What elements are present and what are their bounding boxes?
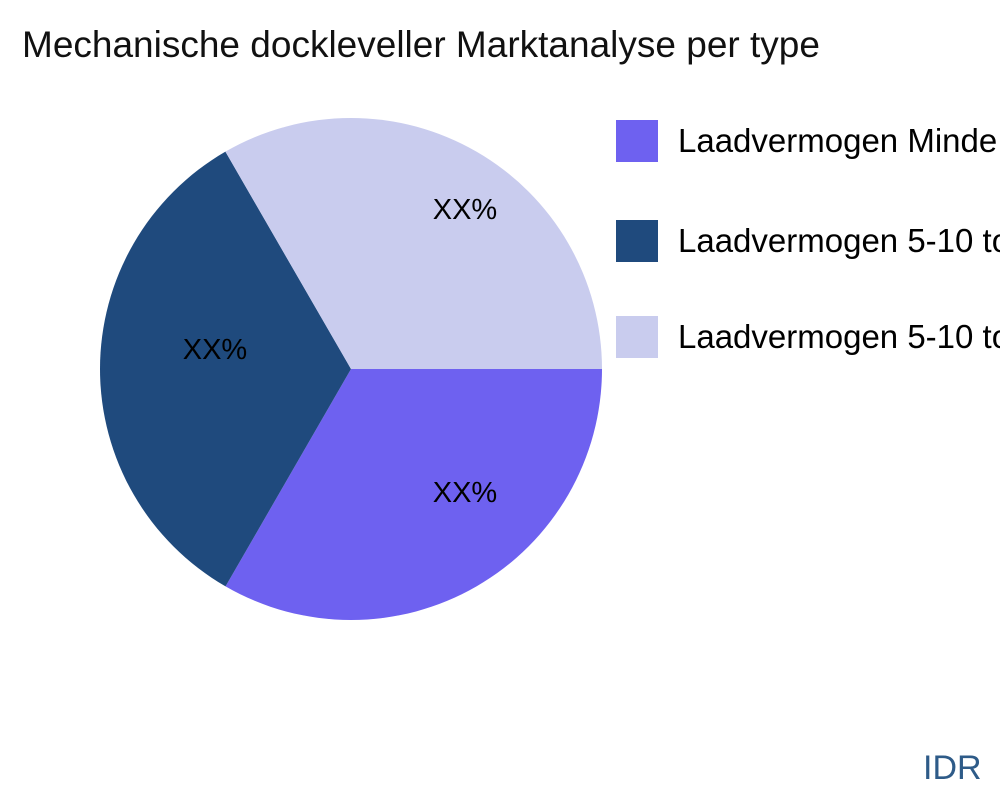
legend-label: Laadvermogen Minde — [678, 122, 998, 159]
legend-swatch — [616, 316, 658, 358]
pie-slice-1 — [99, 151, 351, 587]
legend-label: Laadvermogen 5-10 to — [678, 318, 1000, 355]
legend-item: Laadvermogen 5-10 to — [616, 220, 1000, 262]
pie-slice-label-0: XX% — [433, 477, 497, 509]
chart-title: Mechanische dockleveller Marktanalyse pe… — [22, 24, 820, 65]
legend-swatch — [616, 220, 658, 262]
legend-item: Laadvermogen 5-10 to — [616, 316, 1000, 358]
pie-slice-2 — [225, 117, 603, 369]
pie-slice-label-1: XX% — [183, 334, 247, 366]
legend: Laadvermogen Minde Laadvermogen 5-10 to … — [616, 120, 1000, 358]
legend-item: Laadvermogen Minde — [616, 120, 1000, 162]
legend-label: Laadvermogen 5-10 to — [678, 222, 1000, 259]
pie-slice-label-2: XX% — [433, 194, 497, 226]
pie-slice-0 — [225, 369, 602, 621]
legend-swatch — [616, 120, 658, 162]
currency-label: IDR — [923, 749, 982, 787]
